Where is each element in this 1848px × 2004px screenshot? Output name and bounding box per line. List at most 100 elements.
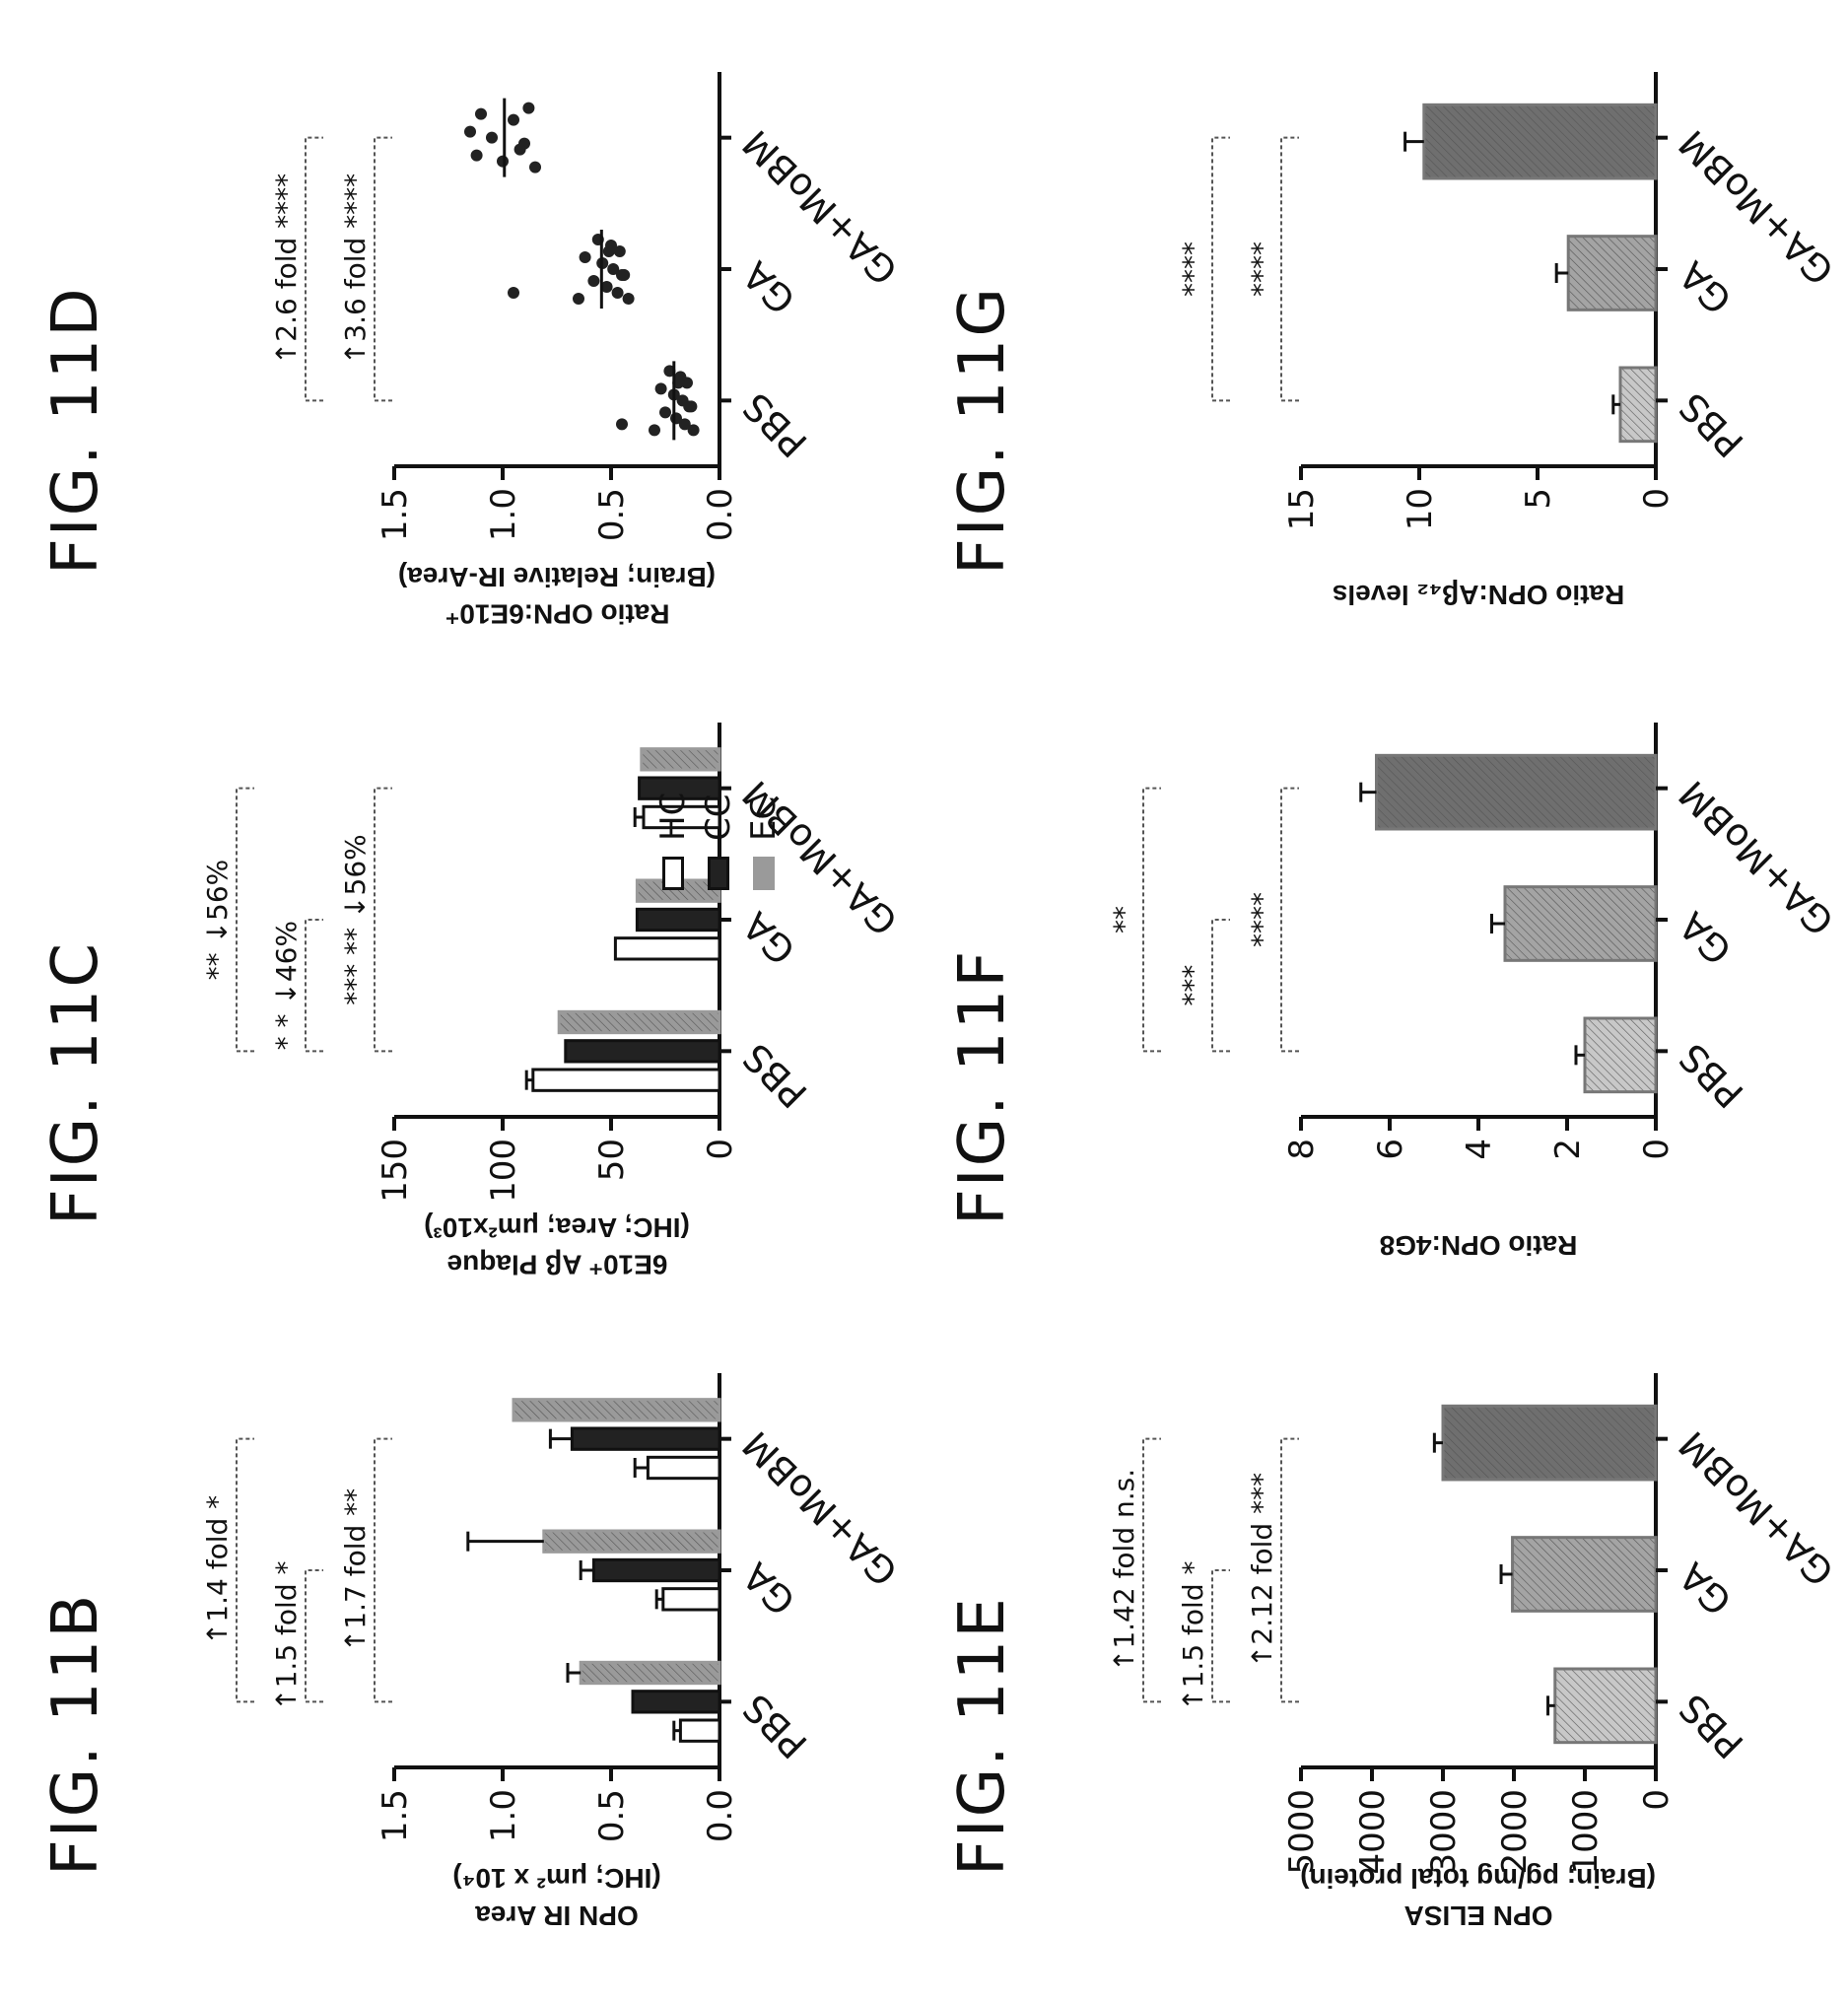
- x-tick-label: PBS: [1671, 1035, 1751, 1116]
- bar: [1441, 1404, 1658, 1482]
- annotation-label: ↑2.12 fold ***: [1246, 1473, 1278, 1668]
- data-point: [687, 424, 700, 437]
- data-point: [579, 251, 591, 263]
- data-point: [602, 245, 615, 257]
- significance-bracket: [236, 1437, 254, 1703]
- y-tick-label: 1.5: [376, 488, 415, 541]
- data-point: [600, 281, 613, 293]
- annotation-label: * * ↓46%: [270, 921, 303, 1051]
- y-tick-label: 1.5: [376, 1789, 415, 1842]
- y-tick-label: 1.0: [484, 488, 523, 541]
- y-tick-label: 50: [592, 1139, 632, 1181]
- legend-item-cc: CC: [696, 793, 741, 890]
- y-tick-label: 15: [1282, 488, 1322, 530]
- annotation-label: ***: [1177, 965, 1209, 1006]
- annotation-label: ↑1.4 fold *: [201, 1495, 234, 1645]
- data-point: [659, 406, 671, 419]
- x-tick-label: GA: [734, 253, 803, 322]
- data-point: [529, 161, 541, 173]
- x-tick-label: PBS: [734, 384, 815, 465]
- y-tick-label: 0.5: [592, 1789, 632, 1842]
- y-tick-label: 3000: [1424, 1789, 1464, 1875]
- significance-bracket: [1280, 787, 1299, 1053]
- y-tick-label: 5: [1519, 488, 1558, 510]
- bar: [564, 1039, 721, 1064]
- significance-bracket: [1211, 1569, 1230, 1703]
- legend-item-ec: EC: [741, 793, 787, 890]
- data-point: [670, 412, 682, 425]
- y-tick-label: 0.0: [701, 1789, 740, 1842]
- data-point: [587, 275, 600, 287]
- significance-bracket: [1142, 787, 1161, 1053]
- data-point: [508, 113, 519, 126]
- y-axis-label: (Brain; Relative IR-Area): [397, 562, 717, 592]
- y-tick-label: 4: [1460, 1139, 1499, 1160]
- data-point: [622, 293, 635, 305]
- data-point: [464, 125, 476, 138]
- y-tick-label: 6: [1371, 1139, 1410, 1160]
- bar: [1566, 235, 1658, 311]
- y-tick-label: 1.0: [484, 1789, 523, 1842]
- y-tick-label: 5000: [1282, 1789, 1322, 1875]
- data-point: [678, 418, 691, 431]
- y-axis-label: (IHC; Area; μm²x10³): [424, 1212, 690, 1243]
- y-axis-label: OPN ELISA: [1403, 1900, 1553, 1931]
- x-tick-label: PBS: [1671, 1686, 1751, 1766]
- y-tick-label: 100: [484, 1139, 523, 1203]
- panel-11c: FIG. 11C 0 50 100 150 PBS GA GA+MoBM *** ** ↓56…: [39, 683, 906, 1314]
- panel-11g: FIG. 11G 0 5 10 15 PBS GA GA+MoBM **** **** Rati…: [946, 33, 1842, 663]
- data-point: [522, 102, 535, 114]
- bar: [557, 1009, 721, 1035]
- data-point: [508, 287, 519, 299]
- significance-bracket: [374, 136, 392, 402]
- bar: [570, 1426, 721, 1451]
- annotation-label: ****: [1177, 242, 1209, 297]
- bar: [678, 1718, 721, 1743]
- annotation-label: ****: [1246, 892, 1278, 947]
- bar: [613, 936, 721, 961]
- bar: [579, 1660, 721, 1686]
- significance-bracket: [1280, 136, 1299, 402]
- panel-11b: FIG. 11B 0.0 0.5 1.0 1.5 PBS GA GA+MoBM ↑1.7 fo…: [39, 1334, 906, 1965]
- data-point: [486, 131, 498, 144]
- data-point: [475, 107, 487, 120]
- significance-bracket: [1142, 1437, 1161, 1703]
- bar: [1375, 753, 1658, 831]
- x-tick-label: GA: [1671, 1555, 1740, 1624]
- panel-11d: FIG. 11D 0.0 0.5 1.0 1.5 PBS GA GA+MoBM ↑3.6 fo…: [39, 33, 906, 663]
- y-tick-label: 0: [701, 1139, 740, 1160]
- data-point: [616, 418, 628, 431]
- y-tick-label: 0: [1637, 1789, 1677, 1811]
- significance-bracket: [374, 787, 392, 1053]
- annotation-label: ↑1.42 fold n.s.: [1108, 1469, 1140, 1672]
- annotation-label: ** ↓56%: [201, 860, 234, 981]
- legend-label: HC: [653, 792, 693, 841]
- bar: [635, 907, 721, 933]
- data-point: [654, 382, 667, 395]
- data-point: [497, 155, 509, 168]
- bar: [1618, 366, 1658, 444]
- y-axis-label: (Brain; pg/mg total protein): [1300, 1863, 1656, 1894]
- y-tick-label: 10: [1401, 488, 1440, 530]
- data-point: [613, 245, 626, 257]
- significance-bracket: [1280, 1437, 1299, 1703]
- bar: [640, 747, 721, 772]
- y-axis-label: (IHC; μm² x 10⁴): [452, 1863, 661, 1894]
- x-tick-label: GA: [1671, 253, 1740, 322]
- y-tick-label: 1000: [1566, 1789, 1606, 1875]
- legend-label: CC: [699, 794, 738, 841]
- x-tick-label: PBS: [734, 1035, 815, 1116]
- y-tick-label: 4000: [1353, 1789, 1393, 1875]
- data-point: [573, 293, 584, 305]
- annotation-label: **: [1108, 906, 1140, 933]
- data-point: [616, 269, 628, 281]
- legend: HC CC EC: [650, 793, 787, 890]
- data-point: [685, 400, 698, 413]
- y-tick-label: 8: [1282, 1139, 1322, 1160]
- annotation-label: *** ** ↓56%: [339, 834, 372, 1005]
